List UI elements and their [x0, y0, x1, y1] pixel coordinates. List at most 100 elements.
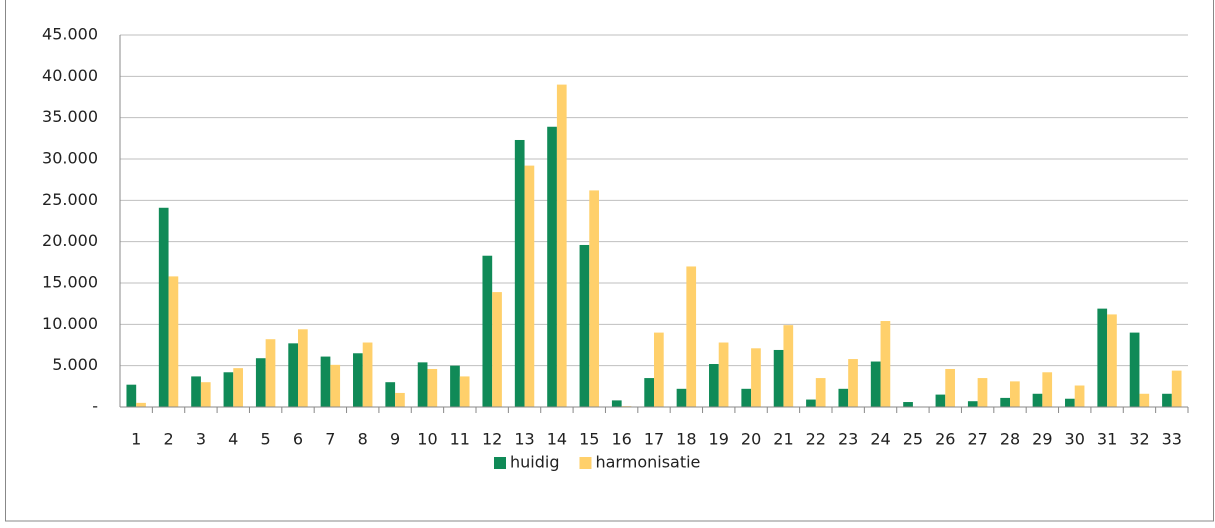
bar	[654, 332, 664, 407]
x-tick-label: 29	[1032, 430, 1052, 449]
bar	[1171, 370, 1182, 407]
x-tick-label: 22	[806, 430, 826, 449]
bar	[806, 399, 816, 407]
x-tick-label: 25	[903, 430, 923, 449]
x-tick-label: 4	[228, 430, 238, 449]
x-tick-label: 32	[1129, 430, 1149, 449]
x-tick-label: 30	[1065, 430, 1085, 449]
bar	[320, 356, 331, 407]
x-tick-label: 33	[1162, 430, 1182, 449]
bar	[556, 84, 567, 407]
bar	[1162, 393, 1172, 407]
y-tick-label: -	[92, 397, 98, 416]
bar	[362, 342, 373, 407]
bar	[330, 364, 341, 407]
x-tick-label: 13	[514, 430, 534, 449]
x-tick-label: 24	[870, 430, 890, 449]
x-tick-label: 6	[293, 430, 303, 449]
x-tick-label: 21	[773, 430, 793, 449]
bar	[1065, 398, 1075, 407]
bar	[773, 349, 784, 407]
bar	[233, 368, 243, 407]
y-tick-label: 20.000	[42, 231, 98, 250]
x-tick-label: 28	[1000, 430, 1020, 449]
bar	[718, 342, 729, 407]
y-tick-label: 15.000	[42, 273, 98, 292]
x-tick-label: 9	[390, 430, 400, 449]
bar	[298, 329, 308, 407]
x-tick-label: 26	[935, 430, 955, 449]
bar	[686, 266, 697, 407]
x-tick-label: 14	[547, 430, 567, 449]
bar	[191, 376, 201, 407]
bar	[1107, 314, 1117, 407]
bar	[644, 378, 654, 407]
bar	[1129, 332, 1140, 407]
bar	[1000, 397, 1010, 407]
bar	[417, 362, 428, 407]
bar	[1097, 308, 1108, 407]
bar	[524, 165, 535, 407]
y-tick-label: 5.000	[52, 355, 98, 374]
x-tick-label: 23	[838, 430, 858, 449]
bar	[288, 343, 298, 407]
bar	[200, 382, 211, 407]
bar	[1042, 372, 1053, 407]
x-tick-label: 7	[325, 430, 335, 449]
bar	[482, 255, 493, 407]
bar	[838, 388, 849, 407]
bar	[815, 378, 826, 407]
bar	[903, 402, 913, 407]
x-tick-label: 12	[482, 430, 502, 449]
bar	[459, 376, 470, 407]
bar	[751, 348, 761, 407]
bar	[353, 353, 363, 407]
bar	[589, 190, 599, 407]
y-tick-label: 25.000	[42, 190, 98, 209]
x-tick-label: 27	[967, 430, 987, 449]
bar	[395, 392, 405, 407]
bar	[492, 292, 502, 407]
bar	[977, 378, 988, 407]
legend-label: harmonisatie	[595, 453, 700, 472]
bar	[870, 361, 881, 407]
bar	[1032, 393, 1043, 407]
bar	[255, 358, 266, 407]
bar	[1010, 381, 1020, 407]
y-tick-label: 45.000	[42, 25, 98, 44]
x-tick-label: 11	[450, 430, 470, 449]
bar	[265, 339, 276, 407]
x-tick-label: 8	[358, 430, 368, 449]
bar	[880, 321, 891, 407]
bar	[427, 368, 438, 407]
bar	[741, 388, 752, 407]
y-tick-label: 35.000	[42, 107, 98, 126]
bar	[168, 276, 179, 407]
x-tick-label: 17	[644, 430, 664, 449]
x-tick-label: 18	[676, 430, 696, 449]
bar	[547, 126, 557, 407]
x-tick-label: 20	[741, 430, 761, 449]
x-tick-label: 15	[579, 430, 599, 449]
bar	[945, 368, 955, 407]
bar	[158, 207, 169, 407]
legend-swatch	[494, 457, 506, 469]
bar	[709, 364, 719, 407]
y-tick-label: 40.000	[42, 66, 98, 85]
bar	[223, 372, 234, 407]
y-tick-label: 30.000	[42, 149, 98, 168]
y-tick-label: 10.000	[42, 314, 98, 333]
legend-swatch	[579, 457, 592, 469]
bar	[783, 325, 794, 407]
bar	[136, 402, 146, 407]
x-tick-label: 1	[131, 430, 141, 449]
x-tick-label: 3	[196, 430, 206, 449]
x-tick-label: 31	[1097, 430, 1117, 449]
bar	[514, 139, 525, 407]
bar	[385, 382, 396, 407]
x-tick-label: 10	[417, 430, 437, 449]
bar	[676, 388, 687, 407]
bar	[935, 394, 946, 407]
bar	[967, 401, 978, 407]
